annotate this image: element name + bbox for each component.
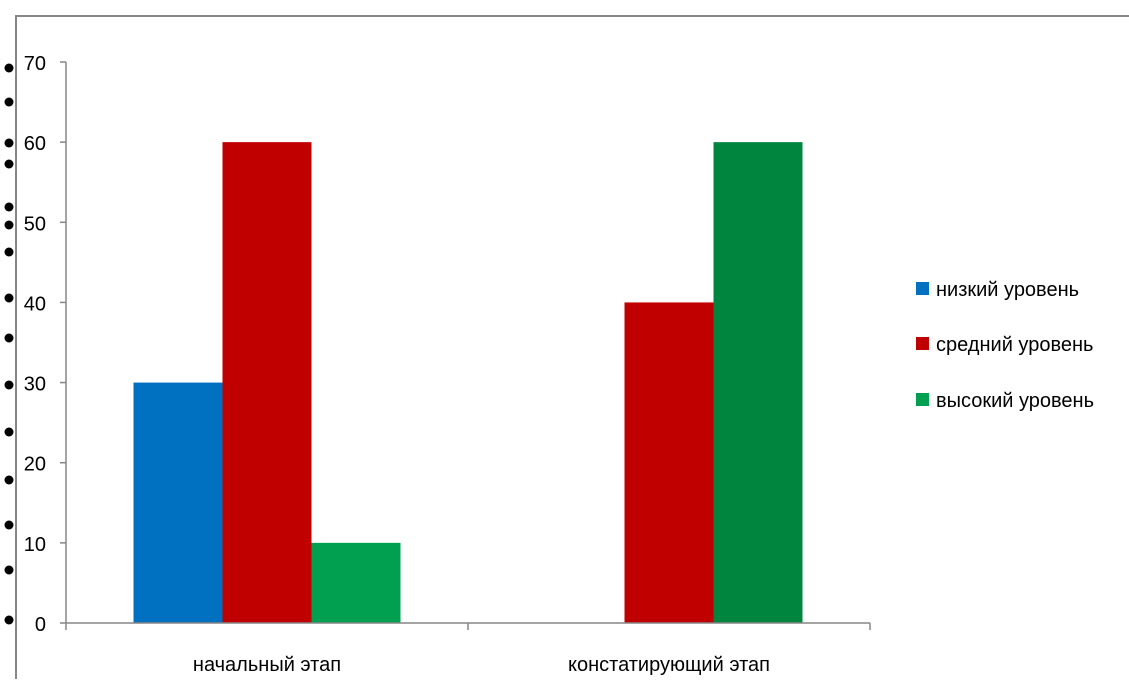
y-tick-labels: 0 10 20 30 40 50 60 70 (24, 53, 46, 636)
bar-3-1 (311, 542, 401, 623)
bullet-dot (4, 520, 14, 530)
bullet-column (4, 63, 14, 625)
bar-2-1 (222, 142, 312, 623)
legend-label: высокий уровень (936, 390, 1094, 412)
legend-label: средний уровень (936, 334, 1093, 356)
y-tick-label: 30 (24, 374, 46, 396)
bullet-dot (4, 97, 14, 107)
x-category-labels: начальный этап констатирующий этап (193, 654, 770, 676)
bullet-dot (4, 475, 14, 485)
legend: низкий уровень средний уровень высокий уро… (916, 279, 1094, 412)
bullet-dot (4, 247, 14, 257)
bar-1-1 (133, 382, 223, 623)
y-tick-label: 10 (24, 534, 46, 556)
x-category-label: констатирующий этап (568, 654, 770, 676)
y-tick-label: 50 (24, 213, 46, 235)
y-tick-label: 70 (24, 53, 46, 75)
bar-2-2 (624, 302, 714, 623)
legend-swatch (916, 337, 929, 350)
legend-swatch (916, 393, 929, 406)
x-category-label: начальный этап (193, 654, 341, 676)
bullet-dot (4, 427, 14, 437)
bullet-dot (4, 293, 14, 303)
chart-frame-border (15, 15, 1129, 684)
bars-group (133, 142, 803, 623)
y-tick-label: 60 (24, 133, 46, 155)
axes-group (60, 61, 871, 630)
y-tick-label: 40 (24, 293, 46, 315)
bullet-dot (4, 159, 14, 169)
y-tick-label: 0 (35, 614, 46, 636)
bullet-dot (4, 565, 14, 575)
bullet-dot (4, 138, 14, 148)
bullet-dot (4, 63, 14, 73)
legend-label: низкий уровень (936, 279, 1079, 301)
bullet-dot (4, 202, 14, 212)
bar-3-2 (713, 142, 803, 623)
legend-swatch (916, 282, 929, 295)
bullet-dot (4, 615, 14, 625)
y-tick-label: 20 (24, 454, 46, 476)
bullet-dot (4, 333, 14, 343)
bullet-dot (4, 380, 14, 390)
bullet-dot (4, 220, 14, 230)
